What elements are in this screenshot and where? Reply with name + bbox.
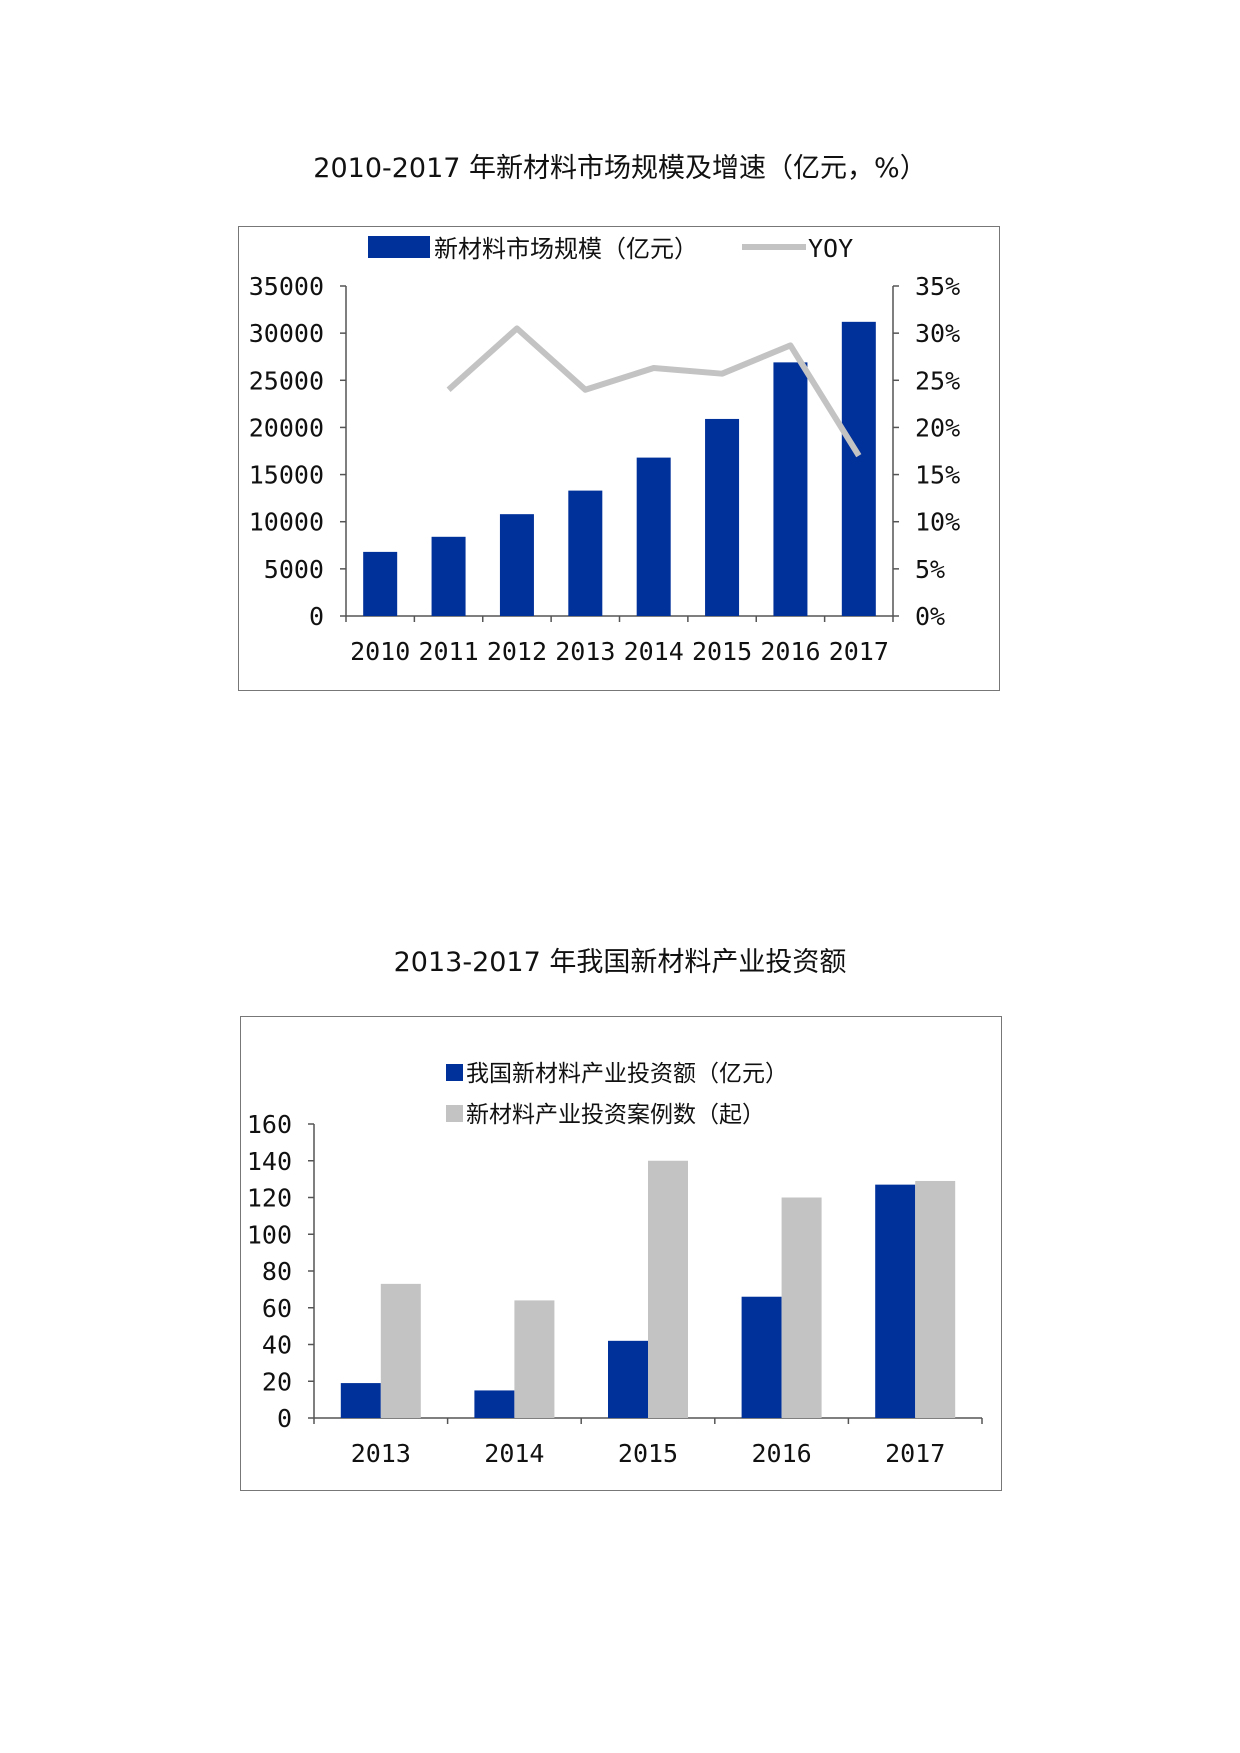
- bar-investment-cases: [915, 1180, 956, 1418]
- line-yoy: [446, 325, 862, 458]
- x-tick-label: 2013: [555, 637, 615, 666]
- x-tick-label: 2010: [350, 637, 410, 666]
- x-tick-label: 2017: [885, 1439, 945, 1468]
- legend-swatch-investment-amount: [446, 1064, 463, 1081]
- y-tick-label: 40: [262, 1331, 292, 1360]
- bar-investment-cases: [514, 1300, 555, 1418]
- bar-investment-cases: [781, 1197, 822, 1418]
- x-tick-label: 2011: [418, 637, 478, 666]
- left-tick-label: 15000: [249, 461, 324, 490]
- legend-swatch-market-size: [368, 236, 430, 258]
- left-tick-label: 5000: [264, 555, 324, 584]
- bar-market-size: [773, 362, 808, 616]
- y-tick-label: 140: [247, 1147, 292, 1176]
- legend-label-market-size: 新材料市场规模（亿元）: [434, 235, 698, 263]
- x-tick-label: 2015: [618, 1439, 678, 1468]
- bar-market-size: [636, 457, 671, 616]
- market-size-chart: 0 5000 10000 15000 20000 25000 30000 35000 0% 5% 1…: [249, 234, 960, 666]
- left-tick-label: 25000: [249, 366, 324, 395]
- x-tick-label: 2016: [760, 637, 820, 666]
- left-tick-label: 20000: [249, 413, 324, 442]
- bar-investment-amount: [741, 1296, 782, 1418]
- right-tick-label: 15%: [915, 461, 960, 490]
- bar-investment-cases: [648, 1160, 688, 1418]
- right-tick-label: 20%: [915, 413, 960, 442]
- right-tick-label: 35%: [915, 272, 960, 301]
- right-tick-label: 5%: [915, 555, 945, 584]
- x-tick-label: 2014: [484, 1439, 544, 1468]
- y-tick-label: 0: [277, 1404, 292, 1433]
- bar-market-size: [841, 321, 876, 616]
- bar-market-size: [499, 514, 534, 616]
- x-tick-label: 2013: [351, 1439, 411, 1468]
- x-tick-label: 2015: [692, 637, 752, 666]
- legend-label-yoy: YOY: [808, 234, 853, 263]
- right-tick-label: 25%: [915, 366, 960, 395]
- bar-investment-amount: [474, 1390, 515, 1418]
- y-tick-label: 160: [247, 1110, 292, 1139]
- bar-investment-cases: [380, 1283, 421, 1418]
- right-tick-label: 0%: [915, 602, 945, 631]
- x-tick-label: 2012: [487, 637, 547, 666]
- bar-investment-amount: [340, 1383, 381, 1418]
- y-tick-label: 100: [247, 1220, 292, 1249]
- y-tick-label: 80: [262, 1257, 292, 1286]
- bar-market-size: [568, 490, 603, 616]
- legend-swatch-investment-cases: [446, 1105, 463, 1122]
- chart2-title: 2013-2017 年我国新材料产业投资额: [393, 947, 847, 978]
- legend-label-investment-amount: 我国新材料产业投资额（亿元）: [466, 1061, 788, 1087]
- left-tick-label: 10000: [249, 508, 324, 537]
- left-tick-label: 30000: [249, 319, 324, 348]
- left-tick-label: 35000: [249, 272, 324, 301]
- bar-market-size: [705, 418, 740, 616]
- bar-market-size: [431, 536, 466, 616]
- bar-investment-amount: [608, 1340, 648, 1418]
- bar-market-size: [363, 551, 398, 616]
- right-tick-label: 30%: [915, 319, 960, 348]
- bar-investment-amount: [875, 1184, 916, 1418]
- y-tick-label: 20: [262, 1367, 292, 1396]
- left-tick-label: 0: [309, 602, 324, 631]
- y-tick-label: 60: [262, 1294, 292, 1323]
- x-tick-label: 2014: [624, 637, 684, 666]
- x-tick-label: 2017: [829, 637, 889, 666]
- y-tick-label: 120: [247, 1184, 292, 1213]
- right-tick-label: 10%: [915, 508, 960, 537]
- chart1-title: 2010-2017 年新材料市场规模及增速（亿元，%）: [313, 153, 927, 184]
- x-tick-label: 2016: [751, 1439, 811, 1468]
- legend-label-investment-cases: 新材料产业投资案例数（起）: [466, 1102, 765, 1128]
